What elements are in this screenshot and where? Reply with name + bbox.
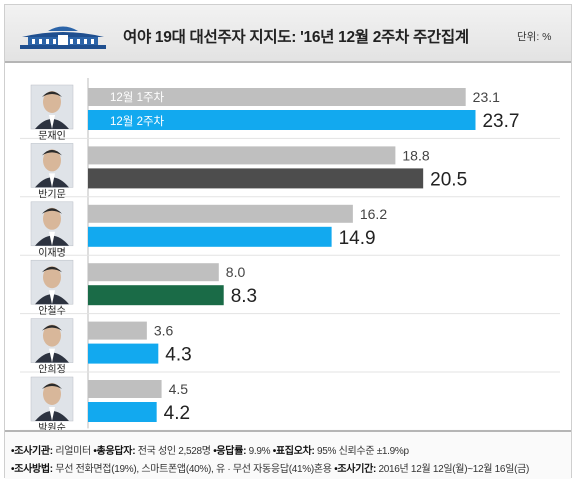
bar-curr-week xyxy=(88,168,424,189)
candidate-group: 박원순 4.5 4.2 xyxy=(20,376,560,430)
value-label-curr: 14.9 xyxy=(339,228,376,249)
bar-prev-week xyxy=(88,380,162,398)
candidate-group: 이재명 16.2 14.9 xyxy=(20,201,560,259)
value-label-curr: 4.2 xyxy=(164,403,190,424)
value-label-prev: 23.1 xyxy=(473,89,500,105)
value-label-prev: 8.0 xyxy=(226,264,246,280)
header-bar: 여야 19대 대선주자 지지도: '16년 12월 2주차 주간집계 단위: % xyxy=(5,5,571,63)
series-label-curr: 12월 2주차 xyxy=(110,115,165,128)
value-label-curr: 8.3 xyxy=(231,286,257,307)
value-label-curr: 4.3 xyxy=(165,345,191,366)
bar-curr-week xyxy=(88,226,332,247)
candidate-photo-icon xyxy=(30,376,74,422)
bar-curr-week xyxy=(88,285,224,306)
page-title: 여야 19대 대선주자 지지도: '16년 12월 2주차 주간집계 xyxy=(123,29,469,46)
footer-field-label: •표집오차: xyxy=(272,446,315,457)
bar-curr-week xyxy=(88,402,157,422)
candidate-name: 박원순 xyxy=(38,422,66,430)
footer-line-2: •조사방법: 무선 전화면접(19%), 스마트폰앱(40%), 유 · 무선 … xyxy=(11,460,529,475)
blue-house-logo-icon xyxy=(20,26,106,49)
bar-prev-week xyxy=(88,146,396,165)
candidate-photo-icon xyxy=(30,259,74,305)
candidate-name: 반기문 xyxy=(38,188,66,200)
value-label-prev: 18.8 xyxy=(402,147,429,163)
candidate-photo-icon xyxy=(30,318,74,363)
candidate-group: 문재인 23.1 23.7 12월 1주차 12월 2주차 xyxy=(20,84,560,142)
value-label-prev: 4.5 xyxy=(169,381,189,397)
bar-prev-week xyxy=(88,88,466,106)
value-label-prev: 3.6 xyxy=(154,323,174,339)
bar-curr-week xyxy=(88,343,159,364)
candidate-name: 문재인 xyxy=(38,130,66,142)
footer-line-1: •조사기관: 리얼미터 •총응답자: 전국 성인 2,528명 •응답률: 9.… xyxy=(11,442,409,457)
footer-field-label: •조사방법: xyxy=(11,464,53,475)
unit-label: 단위: % xyxy=(517,31,552,43)
candidate-photo-icon xyxy=(30,84,74,130)
footer-field-value: 2016년 12월 12일(월)~12월 16일(금) xyxy=(376,464,530,475)
candidate-group: 안희정 3.6 4.3 xyxy=(20,318,560,376)
bar-prev-week xyxy=(88,263,219,282)
footer-field-label: •조사기관: xyxy=(11,446,53,457)
footer-field-label: •응답률: xyxy=(213,446,247,457)
footer-field-value: 리얼미터 xyxy=(52,446,94,457)
value-label-curr: 23.7 xyxy=(482,111,519,132)
bar-curr-week xyxy=(88,110,476,130)
series-label-prev: 12월 1주차 xyxy=(110,91,165,104)
candidate-photo-icon xyxy=(30,201,74,247)
footer-field-value: 전국 성인 2,528명 xyxy=(135,446,214,457)
candidate-photo-icon xyxy=(30,143,74,188)
candidate-group: 반기문 18.820.5 xyxy=(20,143,560,200)
value-label-prev: 16.2 xyxy=(360,206,387,222)
bar-prev-week xyxy=(88,321,147,340)
footer-field-value: 9.9% xyxy=(246,446,273,457)
candidate-name: 안희정 xyxy=(38,364,66,376)
candidate-name: 이재명 xyxy=(38,247,66,259)
candidate-name: 안철수 xyxy=(38,305,66,317)
value-label-curr: 20.5 xyxy=(430,169,467,190)
footer-field-value: 95% 신뢰수준 ±1.9%p xyxy=(314,446,409,457)
footer-field-value: 무선 전화면접(19%), 스마트폰앱(40%), 유 · 무선 자동응답(41… xyxy=(52,464,335,475)
bar-prev-week xyxy=(88,204,353,223)
footer-field-label: •총응답자: xyxy=(93,446,136,457)
footer-field-label: •조사기간: xyxy=(334,464,377,475)
survey-footer: •조사기관: 리얼미터 •총응답자: 전국 성인 2,528명 •응답률: 9.… xyxy=(5,430,571,479)
candidate-group: 안철수 8.0 8.3 xyxy=(20,259,560,317)
